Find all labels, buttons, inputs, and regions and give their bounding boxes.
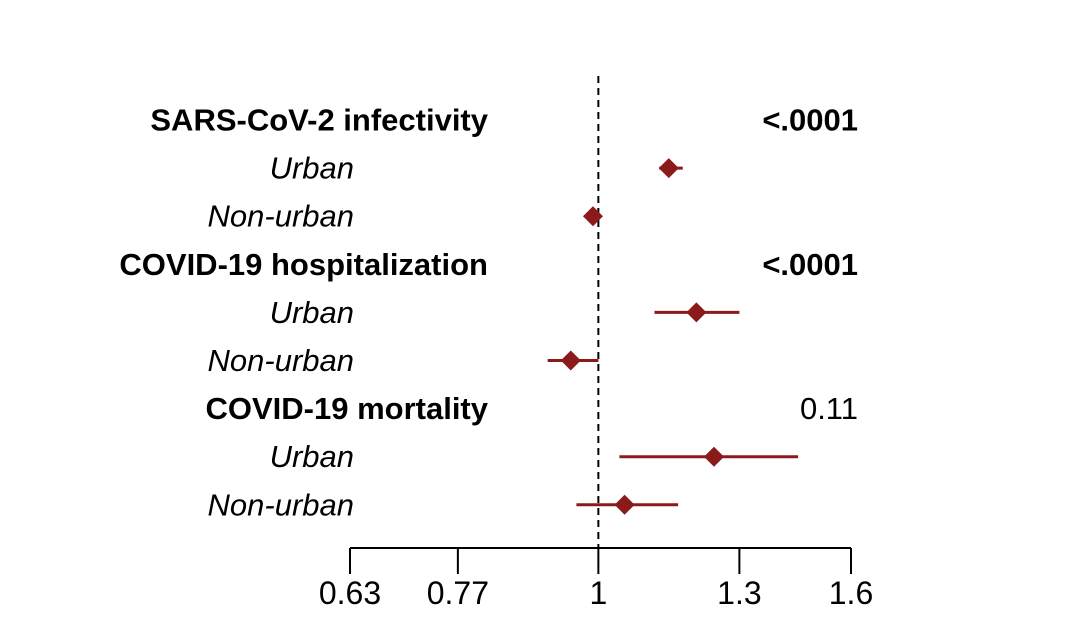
estimate-markers [547,158,799,515]
p-value: <.0001 [762,247,858,282]
subgroup-label: Urban [270,439,354,474]
point-estimate [560,350,581,371]
subgroup-label: Urban [270,295,354,330]
point-estimate [582,206,603,227]
subgroup-label: Urban [270,151,354,186]
x-tick-label: 1 [589,575,607,611]
p-values: <.0001 <.0001 0.11 [762,103,858,427]
p-value: 0.11 [800,391,858,426]
point-estimate [686,302,707,323]
x-tick-label: 1.6 [829,575,873,611]
x-tick-label: 0.63 [319,575,381,611]
x-axis: 0.63 0.77 1 1.3 1.6 [319,547,873,611]
subgroup-label: Non-urban [208,343,354,378]
x-tick-label: 1.3 [717,575,761,611]
point-estimate [614,494,635,515]
row-labels: SARS-CoV-2 infectivity Urban Non-urban COVI… [119,103,488,523]
subgroup-label: Non-urban [208,487,354,522]
point-estimate [703,446,724,467]
point-estimate [658,158,679,179]
group-label: COVID-19 hospitalization [119,247,488,282]
group-label: SARS-CoV-2 infectivity [150,103,488,138]
group-label: COVID-19 mortality [205,391,488,426]
subgroup-label: Non-urban [208,199,354,234]
p-value: <.0001 [762,103,858,138]
x-tick-label: 0.77 [427,575,489,611]
